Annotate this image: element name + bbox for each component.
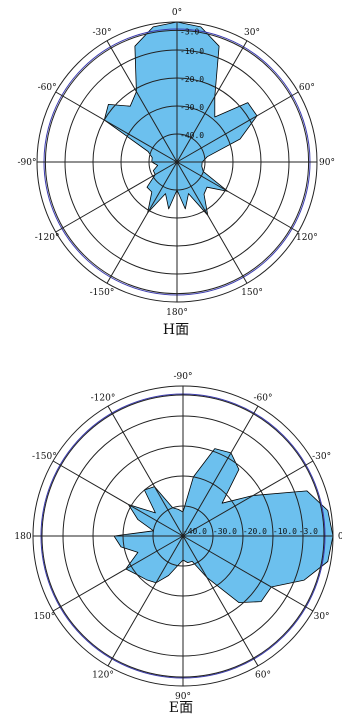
e-spoke-4: [107, 535, 184, 667]
h-angle-label-4: 120°: [296, 233, 318, 243]
h-ring-label-3: -30.0: [180, 103, 204, 112]
e-spoke-10: [182, 405, 259, 537]
h-angle-label-10: -60°: [38, 83, 57, 93]
h-angle-label-1: 30°: [244, 28, 260, 38]
h-ring-label-1: -10.0: [180, 47, 204, 56]
h-spoke-11: [106, 40, 178, 163]
h-angle-label-11: -30°: [93, 28, 112, 38]
e-spoke-8: [107, 405, 184, 537]
h-spoke-7: [106, 161, 178, 284]
h-spoke-1: [176, 40, 248, 163]
h-angle-label-0: 0°: [172, 8, 182, 18]
h-plane-polar-plot: -3.0 -10.0 -20.0 -30.0 -40.0 0° 30° 60° 90° 120° 1…: [18, 8, 335, 318]
h-angle-label-5: 150°: [241, 288, 263, 298]
h-angle-label-8: -120°: [35, 233, 60, 243]
h-angle-label-3: 90°: [319, 158, 335, 168]
h-angle-label-9: -90°: [18, 158, 37, 168]
e-angle-label-5: 150°: [34, 612, 56, 622]
h-spoke-10: [55, 91, 178, 163]
e-ring-label-1: -10.0: [273, 527, 297, 536]
h-ring-label-2: -20.0: [180, 75, 204, 84]
e-angle-label-6: 180: [14, 532, 31, 542]
e-spoke-5: [52, 535, 184, 612]
e-spoke-7: [52, 460, 184, 537]
e-spoke-11: [182, 460, 314, 537]
e-angle-label-0: 0°: [338, 532, 342, 542]
e-plane-polar-plot: -3.0-10.0 -20.0 -30.0 -40.0 0° 30° 60° 90° 120° 1…: [14, 372, 342, 702]
e-spoke-1: [182, 535, 314, 612]
e-angle-label-7: -150°: [32, 452, 57, 462]
h-angle-label-6: 180°: [166, 308, 188, 318]
e-angle-label-11: -30°: [312, 452, 331, 462]
e-ring-label-2: -20.0: [243, 527, 267, 536]
e-ring-label-4: -40.0: [183, 527, 207, 536]
e-spoke-2: [182, 535, 259, 667]
e-angle-label-10: -60°: [254, 393, 273, 403]
h-spoke-2: [176, 91, 299, 163]
e-ring-label-0: -3.0: [299, 527, 318, 536]
h-spoke-8: [55, 161, 178, 233]
h-spoke-5: [176, 161, 248, 284]
e-angle-label-8: -120°: [91, 393, 116, 403]
e-angle-label-1: 30°: [314, 612, 330, 622]
h-angle-label-2: 60°: [299, 83, 315, 93]
e-angle-label-2: 60°: [255, 671, 271, 681]
h-ring-label-4: -40.0: [180, 131, 204, 140]
e-angle-label-3: 90°: [175, 692, 191, 702]
h-spoke-4: [176, 161, 299, 233]
e-plane-caption: E面: [169, 700, 193, 716]
e-ring-label-3: -30.0: [213, 527, 237, 536]
e-angle-label-9: -90°: [174, 372, 193, 382]
h-angle-label-7: -150°: [90, 288, 115, 298]
h-plane-caption: H面: [163, 322, 189, 338]
e-radiation-pattern: [113, 448, 334, 603]
e-angle-label-4: 120°: [92, 671, 114, 681]
h-ring-label-0: -3.0: [180, 27, 199, 36]
